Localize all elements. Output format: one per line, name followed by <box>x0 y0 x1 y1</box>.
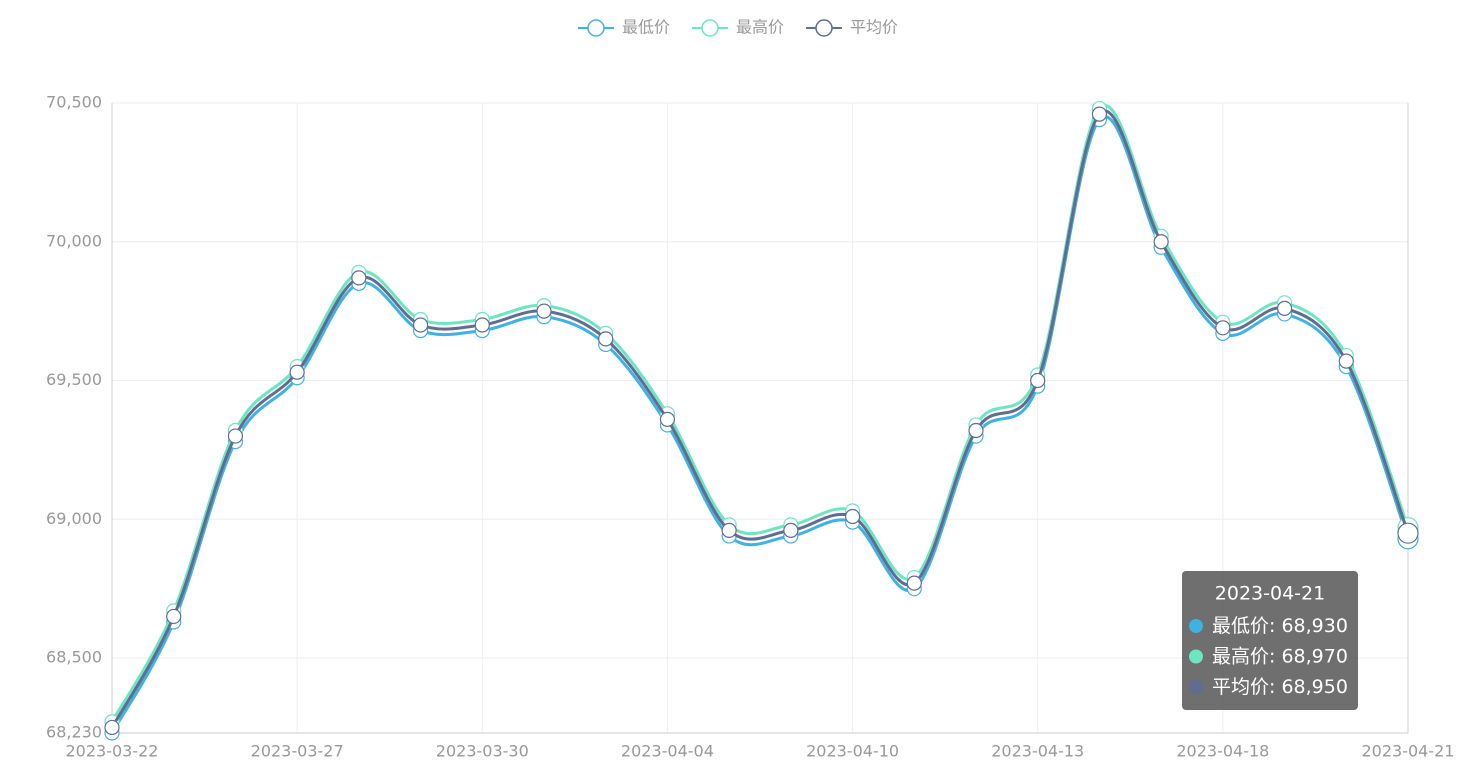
tooltip-sep: : <box>1269 645 1281 667</box>
point <box>906 575 922 591</box>
tooltip-value: 68,950 <box>1281 676 1347 698</box>
tooltip-value: 68,930 <box>1281 615 1347 637</box>
tooltip-dot <box>1189 680 1203 694</box>
tooltip-name: 最低价 <box>1212 615 1269 637</box>
point <box>1153 234 1169 250</box>
tooltip-sep: : <box>1269 676 1281 698</box>
point <box>783 522 799 539</box>
y-tick-label: 68,500 <box>46 648 102 667</box>
point <box>659 411 676 427</box>
series-line <box>110 115 1410 734</box>
point <box>351 270 367 286</box>
x-tick-label: 2023-03-27 <box>251 742 344 761</box>
point <box>1215 320 1231 336</box>
legend-label: 最高价 <box>736 18 784 37</box>
series-line <box>110 104 1410 723</box>
tooltip-value: 68,970 <box>1281 645 1347 667</box>
point <box>227 428 244 444</box>
point <box>844 508 861 525</box>
tooltip-row: 最高价: 68,970 <box>1212 645 1348 667</box>
tooltip-row: 平均价: 68,950 <box>1212 676 1348 698</box>
point <box>104 719 120 736</box>
tooltip-dot <box>1189 649 1203 664</box>
y-tick-label: 70,500 <box>46 93 102 112</box>
tooltip-name: 最高价 <box>1212 645 1269 667</box>
point <box>1338 353 1354 369</box>
y-tick-label: 69,000 <box>46 509 102 528</box>
tooltip-dot <box>1189 619 1203 633</box>
x-tick-label: 2023-03-30 <box>436 742 529 761</box>
y-tick-label: 68,230 <box>46 723 102 742</box>
x-tick-label: 2023-04-18 <box>1176 742 1269 761</box>
legend-symbol <box>815 19 833 37</box>
point <box>1091 106 1108 122</box>
tooltip-sep: : <box>1269 615 1281 637</box>
point <box>1030 372 1046 389</box>
tooltip: 2023-04-21 最低价: 68,930 最高价: 68,970 平均价: 68,… <box>1182 571 1358 710</box>
series-line <box>110 109 1410 729</box>
point <box>1276 300 1293 316</box>
x-tick-label: 2023-04-04 <box>621 742 714 761</box>
legend-label: 最低价 <box>622 18 670 37</box>
x-tick-label: 2023-04-13 <box>991 742 1084 761</box>
legend-label: 平均价 <box>850 18 898 37</box>
point <box>598 331 614 347</box>
legend-symbol <box>587 19 605 37</box>
x-tick-label: 2023-03-22 <box>66 742 159 761</box>
point <box>721 522 737 539</box>
tooltip-title: 2023-04-21 <box>1215 583 1325 605</box>
legend-symbol <box>701 19 719 37</box>
tooltip-box <box>1182 571 1358 710</box>
point <box>289 364 305 380</box>
point <box>166 608 182 625</box>
point <box>536 303 552 319</box>
tooltip-name: 平均价 <box>1212 676 1269 698</box>
y-tick-label: 69,500 <box>46 370 102 389</box>
x-tick-label: 2023-04-21 <box>1362 742 1455 761</box>
point <box>412 317 429 333</box>
point <box>968 422 984 439</box>
x-tick-label: 2023-04-10 <box>806 742 899 761</box>
y-tick-label: 70,000 <box>46 231 102 250</box>
point <box>474 317 490 333</box>
tooltip-row: 最低价: 68,930 <box>1212 615 1348 637</box>
point <box>1397 522 1419 544</box>
